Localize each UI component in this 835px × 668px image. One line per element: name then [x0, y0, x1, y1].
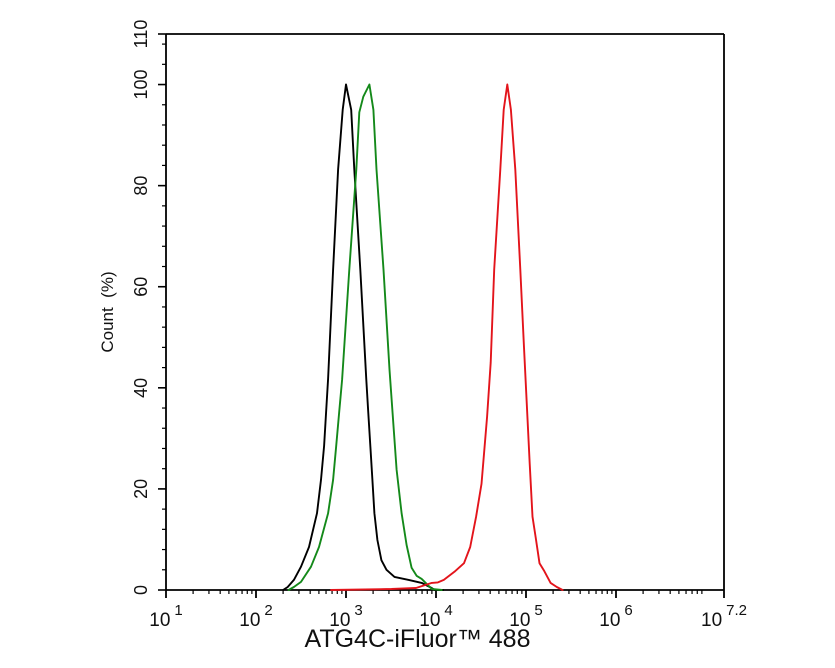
x-tick-base: 10 — [509, 610, 530, 631]
y-axis-title: Count (%) — [98, 271, 117, 353]
x-tick-label: 10 2 — [239, 602, 272, 631]
y-ticks: 0 20 40 60 80 100 110 — [131, 20, 166, 595]
series-line-red-trace — [330, 83, 564, 591]
y-tick-label: 110 — [131, 20, 151, 49]
x-tick-base: 10 — [419, 610, 440, 631]
x-axis-title: ATG4C-iFluor™ 488 — [304, 625, 531, 653]
series-line-green-trace — [287, 83, 443, 591]
x-tick-label: 10 3 — [329, 602, 362, 631]
y-tick-label: 20 — [131, 479, 151, 499]
x-tick-base: 10 — [149, 610, 170, 631]
y-tick-label: 80 — [131, 176, 151, 196]
y-tick-label: 40 — [131, 378, 151, 398]
x-tick-base: 10 — [329, 610, 350, 631]
x-tick-exponent: 3 — [354, 602, 362, 619]
y-tick-label: 100 — [131, 70, 151, 100]
x-tick-exponent: 7.2 — [726, 602, 747, 619]
x-tick-exponent: 1 — [174, 602, 182, 619]
x-tick-base: 10 — [599, 610, 620, 631]
y-tick-label: 60 — [131, 277, 151, 297]
x-tick-exponent: 5 — [534, 602, 542, 619]
x-tick-label: 10 5 — [509, 602, 542, 631]
series — [282, 83, 564, 591]
x-tick-exponent: 2 — [264, 602, 272, 619]
x-tick-label: 10 7.2 — [701, 602, 747, 631]
x-tick-label: 10 6 — [599, 602, 632, 631]
series-line-black-trace — [282, 83, 445, 591]
x-tick-base: 10 — [701, 610, 722, 631]
x-tick-exponent: 6 — [624, 602, 632, 619]
x-tick-exponent: 4 — [444, 602, 452, 619]
axes — [165, 33, 725, 591]
x-tick-base: 10 — [239, 610, 260, 631]
x-tick-label: 10 1 — [149, 602, 182, 631]
x-tick-label: 10 4 — [419, 602, 452, 631]
x-ticks: 10 1 10 2 10 3 10 4 10 5 10 6 10 7.2 — [149, 590, 747, 631]
y-tick-label: 0 — [131, 585, 151, 595]
